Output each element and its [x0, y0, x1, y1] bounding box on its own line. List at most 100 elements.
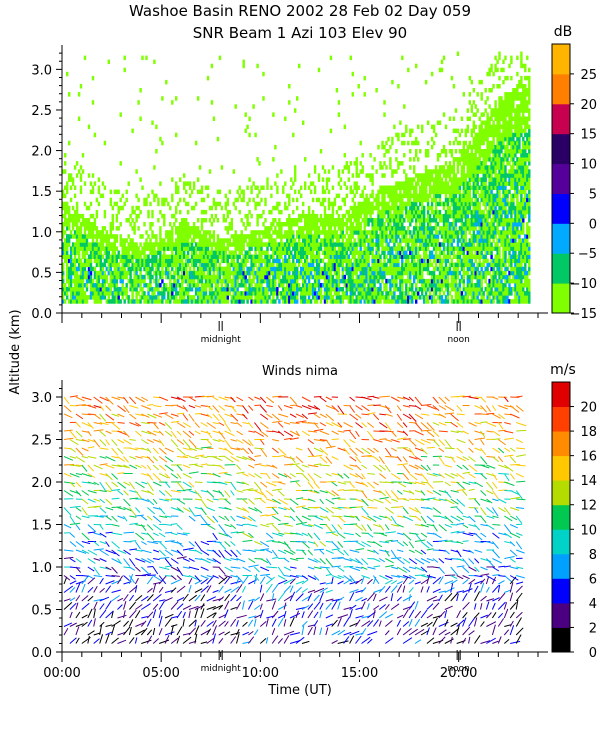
snr-cell [367, 205, 370, 211]
snr-cell [157, 295, 160, 300]
snr-cell [470, 218, 473, 223]
snr-cell [343, 197, 346, 203]
snr-cell [434, 169, 438, 174]
snr-cell [141, 287, 144, 292]
snr-cell [173, 246, 176, 251]
snr-cell [313, 266, 317, 272]
snr-cell [450, 270, 454, 276]
snr-cell [480, 128, 483, 134]
snr-cell [367, 238, 370, 243]
snr-cell [486, 213, 489, 219]
snr-cell [478, 291, 481, 296]
snr-cell [468, 189, 471, 195]
snr-cell [460, 266, 464, 272]
snr-cell [93, 242, 97, 247]
snr-cell [343, 153, 346, 158]
snr-cell [472, 144, 475, 150]
snr-cell [224, 254, 227, 259]
snr-cell [411, 230, 414, 235]
snr-cell [482, 218, 485, 223]
snr-cell [313, 278, 317, 284]
snr-cell [403, 250, 406, 255]
snr-cell [383, 270, 386, 276]
snr-cell [343, 181, 346, 186]
snr-cell [347, 242, 350, 247]
snr-cell [89, 250, 93, 255]
snr-cell [417, 197, 420, 203]
snr-cell [244, 213, 247, 219]
snr-cell [468, 274, 471, 280]
snr-cell [353, 201, 356, 207]
snr-cell [278, 258, 281, 264]
snr-cell [438, 226, 442, 231]
snr-cell [379, 283, 382, 288]
snr-cell [361, 266, 364, 272]
snr-cell [353, 258, 356, 264]
snr-cell [399, 266, 402, 272]
snr-cell [177, 278, 180, 284]
snr-cell [423, 287, 426, 292]
snr-cell [137, 258, 140, 264]
snr-cell [411, 185, 414, 190]
snr-cell [472, 189, 475, 195]
snr-cell [157, 266, 160, 272]
snr-cell [228, 254, 231, 259]
snr-cell [357, 262, 360, 268]
snr-cell [232, 262, 235, 268]
snr-cell [444, 283, 448, 288]
snr-cell [327, 262, 331, 268]
snr-cell [62, 266, 65, 272]
snr-cell [397, 226, 400, 231]
snr-cell [454, 246, 458, 251]
snr-cell [260, 266, 263, 272]
snr-cell [103, 185, 107, 190]
snr-cell [432, 254, 436, 259]
snr-cell [470, 258, 473, 264]
snr-cell [246, 250, 249, 255]
snr-cell [155, 278, 158, 284]
snr-cell [468, 197, 471, 203]
snr-cell [347, 169, 350, 174]
snr-cell [468, 222, 471, 227]
snr-cell [335, 234, 339, 239]
snr-cell [428, 234, 432, 239]
snr-cell [264, 287, 267, 292]
snr-cell [292, 291, 295, 296]
snr-cell [381, 274, 384, 280]
snr-cell [323, 213, 327, 219]
snr-cell [423, 258, 426, 264]
snr-cell [183, 262, 186, 268]
snr-cell [66, 291, 69, 296]
snr-cell [95, 295, 99, 300]
snr-cell [397, 197, 400, 203]
snr-cell [101, 270, 105, 276]
snr-cell [405, 238, 408, 243]
snr-cell [432, 283, 436, 288]
snr-cell [286, 262, 289, 268]
snr-cell [214, 213, 218, 219]
snr-cell [339, 295, 343, 300]
snr-cell [474, 157, 477, 162]
snr-cell [309, 299, 313, 304]
snr-cell [381, 266, 384, 272]
snr-cell [69, 246, 73, 251]
snr-cell [139, 242, 142, 247]
snr-cell [345, 226, 348, 231]
snr-cell [421, 266, 424, 272]
snr-cell [456, 218, 460, 223]
snr-cell [161, 246, 164, 251]
snr-cell [323, 218, 327, 223]
snr-cell [436, 295, 440, 300]
snr-cell [129, 274, 132, 280]
snr-cell [450, 222, 454, 227]
snr-cell [254, 299, 257, 304]
snr-cell [280, 246, 283, 251]
snr-cell [77, 262, 81, 268]
snr-cell [127, 299, 130, 304]
snr-cell [478, 278, 481, 284]
snr-cell [363, 250, 366, 255]
snr-cell [62, 242, 65, 247]
snr-cell [484, 230, 487, 235]
snr-cell [307, 234, 311, 239]
snr-cell [383, 153, 386, 158]
